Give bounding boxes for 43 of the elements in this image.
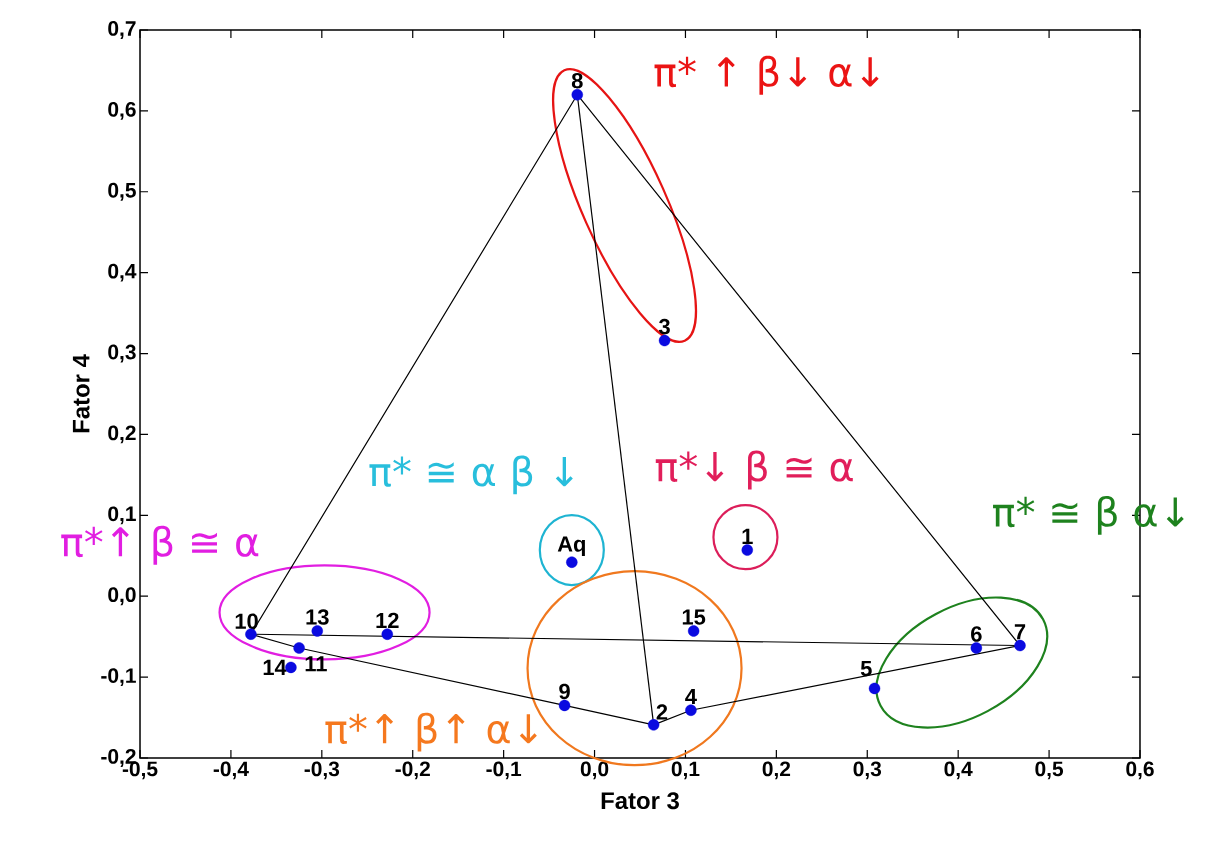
annotation: 14 [263, 659, 287, 675]
annotation: π* ↑ β↓ α↓ [654, 55, 879, 95]
y-tick-label: 0,4 [108, 263, 137, 282]
x-tick-label: 0,4 [944, 761, 973, 780]
y-tick-label: 0,0 [108, 587, 136, 606]
annotation: Aq [557, 536, 585, 557]
x-tick-label: 0,5 [1035, 761, 1064, 780]
annotation: 11 [305, 656, 327, 672]
annotation: 15 [682, 609, 706, 625]
y-tick-label: 0,2 [108, 425, 136, 444]
x-tick-label: -0,2 [395, 761, 430, 780]
annotation: π* ≅ α β ↓ [369, 455, 573, 495]
x-tick-label: 0,1 [671, 761, 700, 780]
annotation: 7 [1014, 624, 1026, 640]
annotation: 12 [376, 612, 399, 629]
x-axis-title: Fator 3 [601, 792, 679, 810]
annotation: π*↑ β ≅ α [61, 525, 259, 565]
annotation: 6 [971, 626, 982, 642]
x-tick-label: 0,3 [853, 761, 882, 780]
annotation: 10 [235, 613, 258, 630]
y-tick-label: 0,5 [108, 182, 136, 201]
x-tick-label: 0,6 [1126, 761, 1154, 780]
annotation: 9 [559, 683, 570, 700]
y-tick-label: 0,3 [108, 344, 136, 363]
annotation: 8 [571, 72, 583, 89]
y-tick-label: 0,7 [108, 21, 136, 39]
x-tick-label: 0,2 [762, 761, 791, 780]
annotation: π*↑ β↑ α↓ [325, 712, 537, 752]
y-tick-label: -0,1 [101, 668, 136, 687]
x-tick-label: -0,1 [486, 761, 522, 780]
y-tick-label: 0,6 [108, 101, 136, 120]
annotation: 5 [860, 660, 872, 677]
annotation: 1 [742, 528, 753, 544]
annotation: 13 [306, 609, 329, 625]
annotation: 4 [685, 688, 697, 705]
x-tick-label: -0,4 [213, 761, 249, 780]
y-axis-title: Fator 4 [72, 354, 90, 433]
y-tick-label: 0,1 [108, 506, 136, 525]
x-tick-label: -0,3 [304, 761, 340, 780]
annotation: 2 [656, 704, 668, 720]
annotation: π*↓ β ≅ α [655, 450, 853, 490]
x-tick-label: 0,0 [580, 761, 609, 780]
annotation: 3 [658, 318, 670, 335]
